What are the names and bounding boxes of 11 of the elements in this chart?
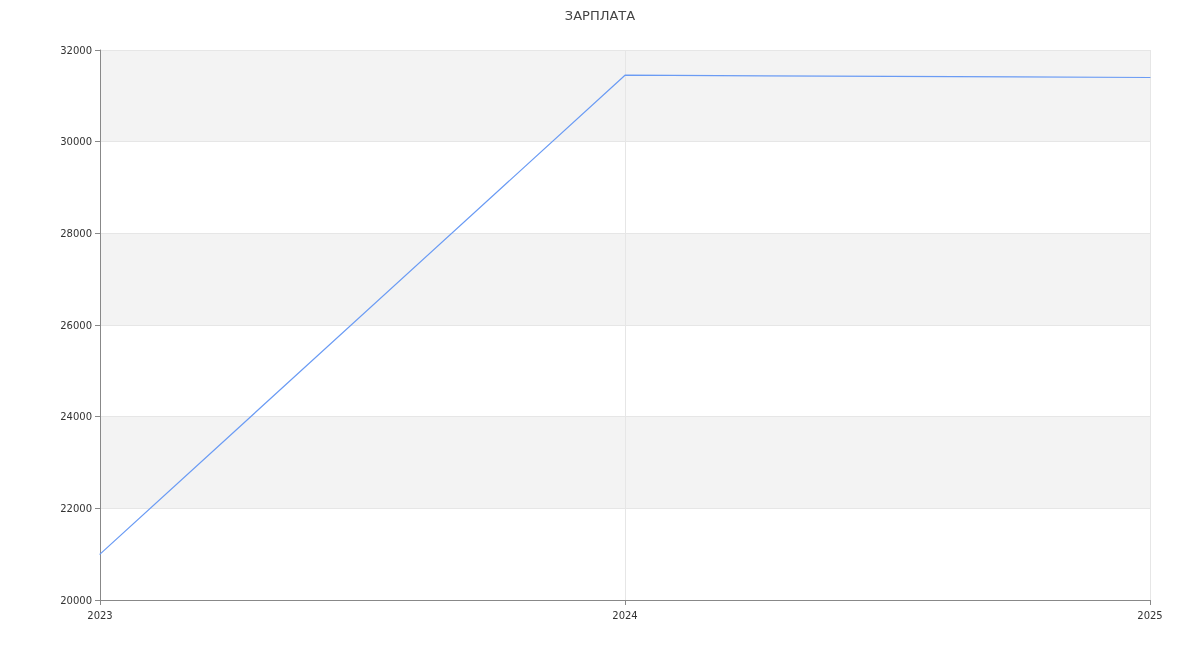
y-tick-label: 32000 <box>60 44 92 56</box>
y-tick-label: 20000 <box>60 594 92 606</box>
x-tick-label: 2024 <box>612 609 638 621</box>
x-tick-label: 2025 <box>1137 609 1163 621</box>
y-tick-label: 30000 <box>60 136 92 148</box>
y-tick-label: 22000 <box>60 502 92 514</box>
y-tick-label: 26000 <box>60 319 92 331</box>
x-tick-label: 2023 <box>87 609 113 621</box>
y-tick-label: 28000 <box>60 227 92 239</box>
chart-title: ЗАРПЛАТА <box>564 8 636 23</box>
y-tick-label: 24000 <box>60 411 92 423</box>
